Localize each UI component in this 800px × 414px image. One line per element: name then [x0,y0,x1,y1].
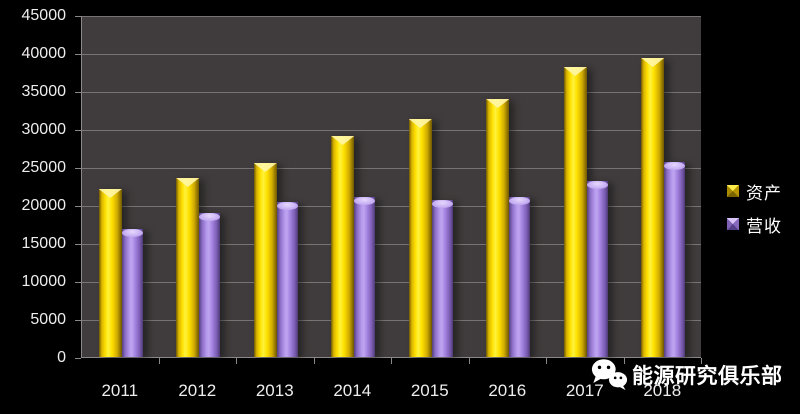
x-axis-label: 2015 [410,381,449,400]
x-axis-tick [546,358,547,364]
x-axis-tick [236,358,237,364]
x-axis-tick [158,358,160,364]
y-axis-label: 5000 [30,311,66,328]
y-axis-label: 15000 [21,235,67,252]
watermark-text: 能源研究俱乐部 [632,364,783,388]
y-axis-tick [75,206,81,207]
bar-assets-2012 [176,178,200,357]
x-axis-label: 2011 [101,381,139,400]
y-axis-tick [75,320,81,321]
y-axis-label: 45000 [21,7,67,24]
x-axis-tick [701,358,702,364]
bar-revenue-2015 [431,200,453,357]
y-axis-tick [75,168,81,169]
gridline [82,130,701,131]
bar-assets-2014 [331,136,355,357]
wechat-icon [591,359,628,391]
gridline [82,92,701,93]
y-axis-tick [75,282,81,283]
legend-label: 资产 [746,183,782,203]
x-axis-tick [623,358,625,364]
bar-assets-2015 [408,119,432,357]
legend-label: 营收 [746,216,782,236]
plot-area [81,16,701,358]
y-axis-label: 35000 [21,83,67,100]
y-axis-tick [75,130,81,131]
y-axis-tick [75,54,81,55]
gridline [82,320,701,321]
x-axis-tick [468,358,470,364]
y-axis-label: 0 [57,349,66,366]
bar-revenue-2013 [276,202,298,357]
x-axis-label: 2018 [643,381,682,400]
legend-swatch-revenue [727,218,739,230]
legend-item-assets: 资产 [727,181,782,203]
y-axis-label: 40000 [21,45,67,62]
y-axis-tick [75,244,81,245]
x-axis-label: 2016 [488,381,527,400]
bar-revenue-2014 [354,197,376,357]
bar-assets-2013 [253,163,277,357]
gridline [82,244,701,245]
x-axis-label: 2014 [333,381,372,400]
y-axis-tick [75,358,81,359]
gridline [82,168,701,169]
watermark: 能源研究俱乐部 [590,358,783,391]
y-axis-label: 20000 [21,197,67,214]
gridline [82,16,701,17]
bar-assets-2018 [641,58,665,357]
bar-assets-2017 [563,67,587,357]
gridline [82,282,701,283]
legend-item-revenue: 营收 [727,214,782,236]
y-axis-label: 30000 [21,121,67,138]
x-axis-tick [313,358,315,364]
bar-revenue-2018 [664,162,686,357]
bar-assets-2011 [98,189,122,357]
y-axis-tick [75,92,81,93]
x-axis-tick [391,358,392,364]
bar-revenue-2011 [121,229,143,357]
x-axis-label: 2017 [565,381,604,400]
legend-swatch-assets [727,185,739,197]
bar-revenue-2017 [586,181,608,357]
bar-revenue-2016 [509,197,531,357]
legend: 资产 营收 [727,181,782,247]
y-axis-label: 25000 [21,159,67,176]
bar-revenue-2012 [199,213,221,357]
y-axis-label: 10000 [21,273,67,290]
bar-assets-2016 [486,99,510,357]
gridline [82,206,701,207]
x-axis-label: 2013 [255,381,294,400]
x-axis-label: 2012 [178,381,217,400]
gridline [82,54,701,55]
y-axis-tick [75,16,81,17]
